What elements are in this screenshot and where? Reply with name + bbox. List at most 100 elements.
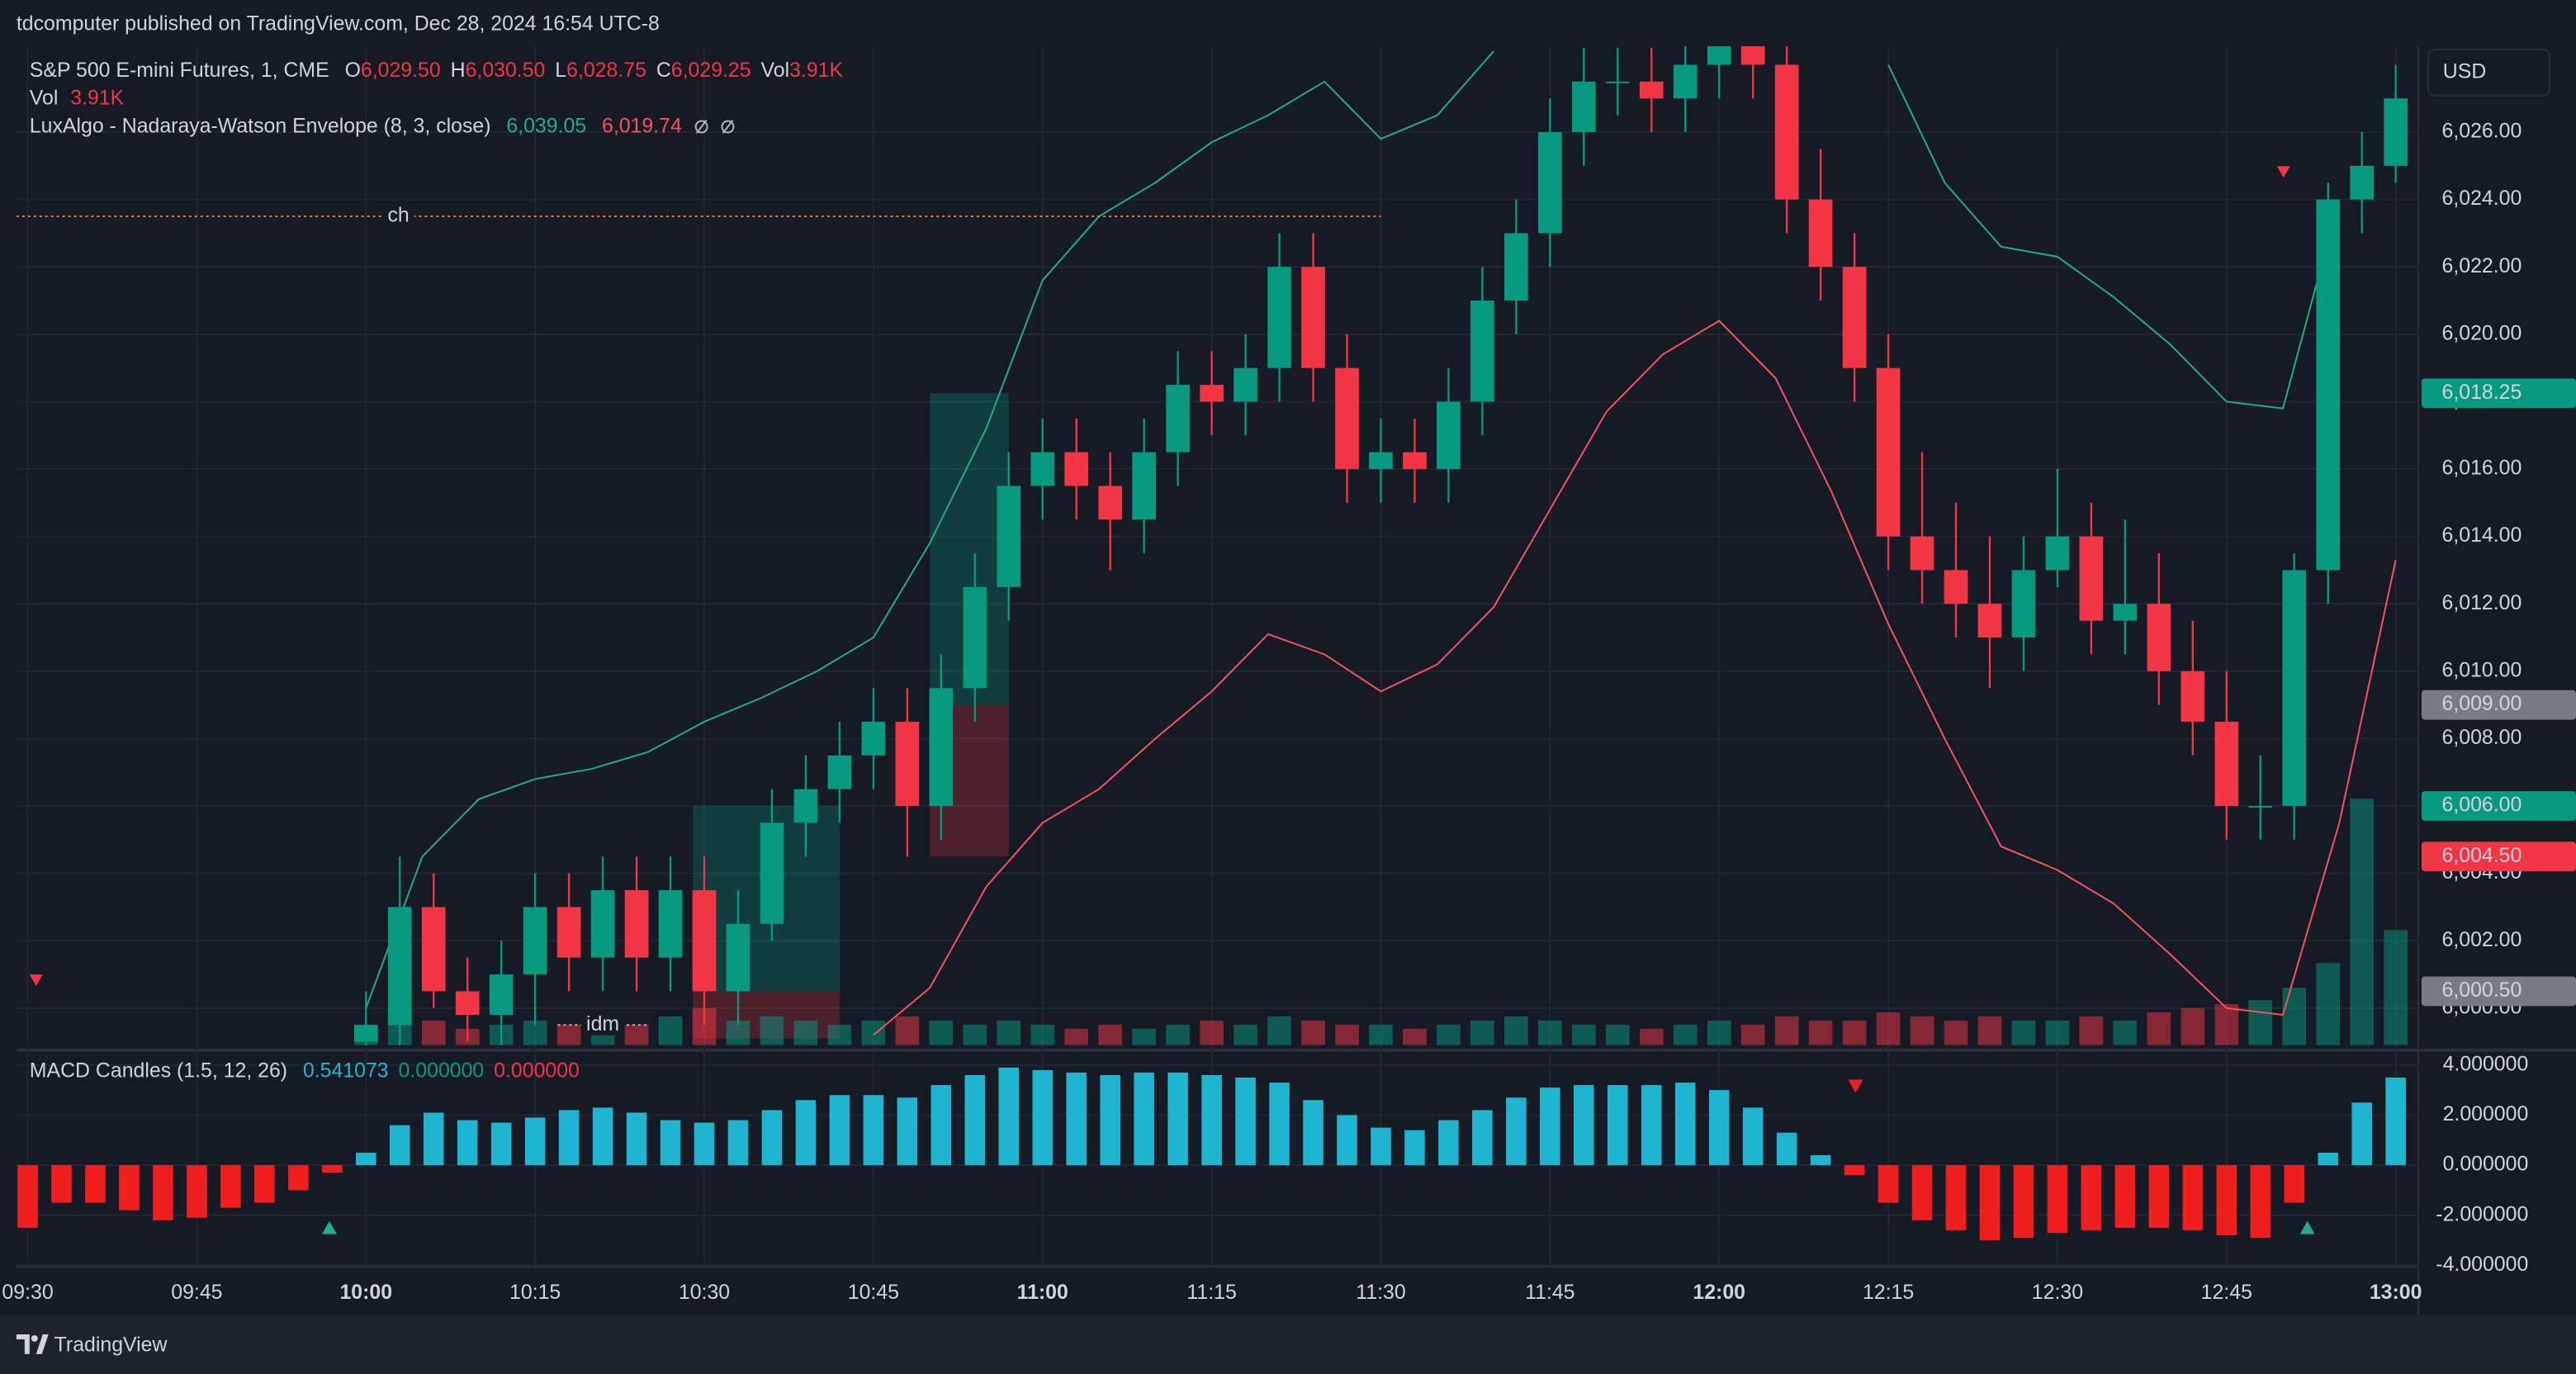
candle-body	[692, 890, 717, 992]
macd-bar	[2182, 1165, 2204, 1230]
candle-body	[1064, 452, 1089, 486]
macd-bar	[187, 1165, 207, 1218]
currency-button[interactable]	[2427, 48, 2551, 97]
x-tick-label: 10:30	[679, 1281, 730, 1304]
macd-bar	[1878, 1165, 1899, 1203]
macd-bar	[119, 1165, 140, 1211]
volume-bar	[1605, 1024, 1630, 1045]
macd-bar	[1674, 1083, 1696, 1166]
footer-bar	[0, 1315, 2576, 1374]
candle-body	[2282, 570, 2307, 807]
candle-body	[624, 890, 649, 958]
volume-bar	[1504, 1016, 1528, 1045]
candle-body	[2214, 722, 2239, 807]
candle-body	[455, 991, 480, 1016]
volume-bar	[1470, 1020, 1494, 1045]
macd-bar	[1201, 1074, 1222, 1166]
candle-body	[2316, 199, 2341, 571]
y-tick-label: 6,002.00	[2442, 928, 2522, 951]
volume-bar	[963, 1024, 987, 1045]
candle-body	[963, 586, 987, 689]
price-tag	[2421, 841, 2576, 872]
y-tick-label: 6,024.00	[2442, 187, 2522, 210]
macd-bar	[389, 1125, 410, 1166]
macd-bar	[2148, 1165, 2170, 1228]
legend-key: H	[451, 58, 466, 81]
candle-body	[861, 722, 886, 756]
volume-bar	[2011, 1020, 2036, 1045]
candle-body	[1842, 267, 1867, 368]
volume-bar	[1977, 1016, 2002, 1045]
macd-bar	[1945, 1165, 1967, 1230]
volume-bar	[1132, 1028, 1157, 1045]
x-tick-label: 12:00	[1693, 1281, 1745, 1304]
volume-bar	[1064, 1028, 1089, 1045]
legend-value: 6,028.75	[566, 58, 646, 81]
candle-body	[1267, 267, 1291, 368]
y-tick-label: 2.000000	[2443, 1102, 2529, 1125]
y-tick-label: 6,008.00	[2442, 726, 2522, 749]
volume-bar	[2248, 1000, 2273, 1045]
macd-bar	[1979, 1165, 2001, 1241]
volume-bar	[2113, 1020, 2138, 1045]
macd-bar	[694, 1122, 715, 1166]
candle-body	[1335, 367, 1359, 470]
macd-bar	[1742, 1107, 1764, 1166]
macd-bar	[1269, 1083, 1290, 1166]
volume-bar	[895, 1016, 920, 1045]
volume-bar	[556, 1024, 581, 1045]
macd-bar	[1032, 1069, 1054, 1166]
visibility-icons[interactable]	[694, 119, 735, 135]
brand[interactable]: TradingView	[54, 1333, 168, 1356]
macd-bar	[1134, 1072, 1154, 1166]
volume-bar	[1403, 1028, 1427, 1045]
candle-body	[1910, 536, 1934, 571]
x-tick-label: 12:15	[1863, 1281, 1914, 1304]
macd-bar	[254, 1165, 275, 1203]
candle-body	[658, 890, 683, 958]
macd-bar	[1404, 1130, 1425, 1166]
macd-bar	[1911, 1165, 1933, 1220]
volume-bar	[997, 1020, 1021, 1045]
indicator-upper: 6,039.05	[506, 114, 586, 137]
volume-bar	[1774, 1016, 1799, 1045]
y-tick-label: 6,016.00	[2442, 457, 2522, 480]
candle-body	[1098, 486, 1123, 520]
candle-body	[1132, 452, 1157, 520]
macd-bar	[355, 1152, 376, 1166]
volume-legend: Vol 3.91K	[30, 86, 125, 109]
brand-logo[interactable]	[16, 1334, 49, 1354]
candle-body	[2181, 670, 2205, 723]
macd-bar	[2047, 1165, 2068, 1233]
macd-bar	[288, 1165, 309, 1191]
macd-bar	[2250, 1165, 2271, 1239]
macd-bar	[998, 1067, 1020, 1166]
legend-value: 6,029.50	[361, 58, 441, 81]
currency[interactable]: USD	[2443, 59, 2487, 83]
candle-body	[1301, 267, 1325, 368]
candle-body	[760, 822, 784, 924]
indicator-name: LuxAlgo - Nadaraya-Watson Envelope (8, 3…	[30, 114, 491, 137]
volume-name: Vol	[30, 86, 59, 109]
macd-bar	[153, 1165, 173, 1220]
y-tick-label: -2.000000	[2436, 1202, 2528, 1225]
candle-body	[353, 1025, 378, 1042]
macd-bar	[2284, 1165, 2305, 1203]
macd-bar	[829, 1095, 850, 1166]
volume-bar	[793, 1020, 818, 1045]
price-tag-label: 6,009.00	[2442, 692, 2522, 715]
volume-bar	[1707, 1020, 1731, 1045]
macd-bar	[1708, 1090, 1730, 1166]
volume-bar	[1944, 1020, 1968, 1045]
macd-bar	[51, 1165, 72, 1203]
price-tag	[2421, 689, 2576, 720]
annotation-label-bg	[581, 1012, 625, 1035]
macd-bar	[2013, 1165, 2034, 1239]
candle-body	[1944, 570, 1968, 604]
indicator-lower: 6,019.74	[602, 114, 682, 137]
macd-bar	[660, 1120, 681, 1166]
volume-bar	[1267, 1016, 1291, 1045]
candle-body	[1808, 199, 1833, 268]
price-tag	[2421, 791, 2576, 821]
x-tick-label: 12:30	[2032, 1281, 2083, 1304]
